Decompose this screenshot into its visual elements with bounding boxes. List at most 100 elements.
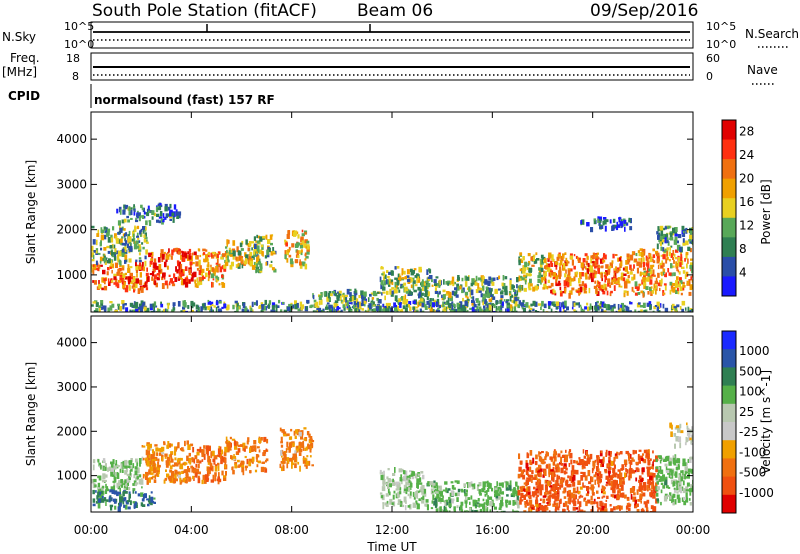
rti-cell [144, 226, 147, 231]
rti-cell [371, 297, 375, 300]
rti-cell [153, 262, 157, 269]
rti-cell [505, 500, 508, 507]
rti-cell [420, 471, 424, 474]
rti-cell [656, 231, 659, 235]
rti-cell [681, 281, 685, 284]
rti-cell [160, 303, 164, 308]
rti-cell [535, 496, 538, 501]
rti-cell [662, 262, 665, 267]
rti-cell [148, 495, 151, 499]
rti-cell [517, 510, 519, 512]
rti-cell [600, 284, 604, 289]
rti-cell [681, 266, 685, 269]
rti-cell [556, 306, 559, 310]
rti-cell [413, 496, 416, 500]
rti-cell [101, 306, 103, 310]
rti-cell [538, 455, 542, 462]
rti-cell [284, 458, 287, 461]
rti-cell [459, 285, 462, 290]
rti-cell [596, 300, 599, 304]
rti-cell [380, 266, 383, 269]
rti-cell [379, 276, 382, 283]
rti-cell [672, 482, 675, 487]
rti-cell [99, 264, 103, 267]
rti-cell [306, 240, 310, 244]
rti-cell [453, 506, 456, 511]
rti-cell [593, 272, 597, 279]
rti-cell [385, 302, 388, 308]
rti-cell [569, 476, 573, 481]
rti-cell [207, 299, 210, 302]
rti-cell [604, 284, 607, 288]
rti-cell [141, 266, 144, 271]
rti-cell [515, 481, 517, 486]
rti-cell [168, 454, 171, 458]
rti-cell [234, 461, 238, 465]
rti-cell [176, 269, 179, 274]
rti-cell [562, 301, 566, 306]
rti-cell [184, 300, 186, 303]
rti-cell [623, 290, 627, 293]
rti-cell [114, 233, 117, 239]
rti-cell [672, 257, 674, 260]
rti-cell [97, 459, 100, 463]
rti-cell [152, 462, 156, 467]
rti-cell [643, 267, 646, 271]
rti-cell [342, 292, 345, 295]
rti-cell [566, 306, 569, 311]
rti-cell [689, 502, 692, 506]
rti-cell [523, 510, 527, 512]
rti-cell [614, 472, 618, 476]
rti-cell [181, 470, 183, 474]
rti-cell [520, 260, 524, 263]
rti-cell [611, 260, 614, 264]
rti-cell [568, 451, 570, 457]
rti-cell [495, 300, 498, 305]
rti-cell [647, 468, 649, 475]
rti-cell [643, 459, 645, 462]
rti-cell [670, 245, 673, 248]
rti-cell [296, 242, 299, 247]
rti-cell [124, 487, 126, 491]
rti-cell [512, 289, 516, 292]
rti-cell [211, 304, 214, 307]
rti-cell [505, 481, 509, 486]
rti-cell [421, 279, 424, 284]
rti-cell [524, 494, 528, 497]
rti-cell [646, 450, 649, 453]
rti-cell [174, 277, 178, 282]
rti-cell [225, 436, 228, 440]
colorbar-swatch [722, 440, 736, 459]
rti-cell [147, 276, 150, 282]
rti-cell [156, 273, 160, 276]
rti-cell [537, 303, 541, 306]
rti-cell [346, 300, 349, 305]
rti-cell [624, 494, 627, 499]
rti-cell [419, 477, 422, 483]
rti-cell [227, 255, 229, 260]
rti-cell [343, 306, 346, 311]
rti-cell [607, 463, 610, 468]
rti-cell [547, 301, 552, 306]
rti-cell [467, 497, 471, 500]
rti-cell [152, 268, 155, 274]
rti-cell [540, 306, 542, 310]
rti-cell [187, 305, 190, 309]
rti-cell [210, 252, 213, 257]
rti-cell [109, 245, 113, 249]
rti-cell [636, 463, 639, 466]
rti-cell [145, 449, 148, 456]
colorbar-tick-label: 12 [739, 219, 754, 233]
rti-cell [412, 300, 416, 304]
rti-cell [480, 275, 484, 280]
rti-cell [586, 457, 590, 464]
rti-cell [171, 249, 174, 256]
rti-cell [508, 484, 512, 491]
rti-cell [588, 276, 591, 280]
rti-cell [603, 219, 607, 225]
rti-cell [632, 449, 635, 455]
rti-cell [110, 506, 113, 511]
rti-cell [177, 211, 182, 216]
rti-cell [149, 260, 153, 265]
rti-cell [117, 250, 122, 256]
